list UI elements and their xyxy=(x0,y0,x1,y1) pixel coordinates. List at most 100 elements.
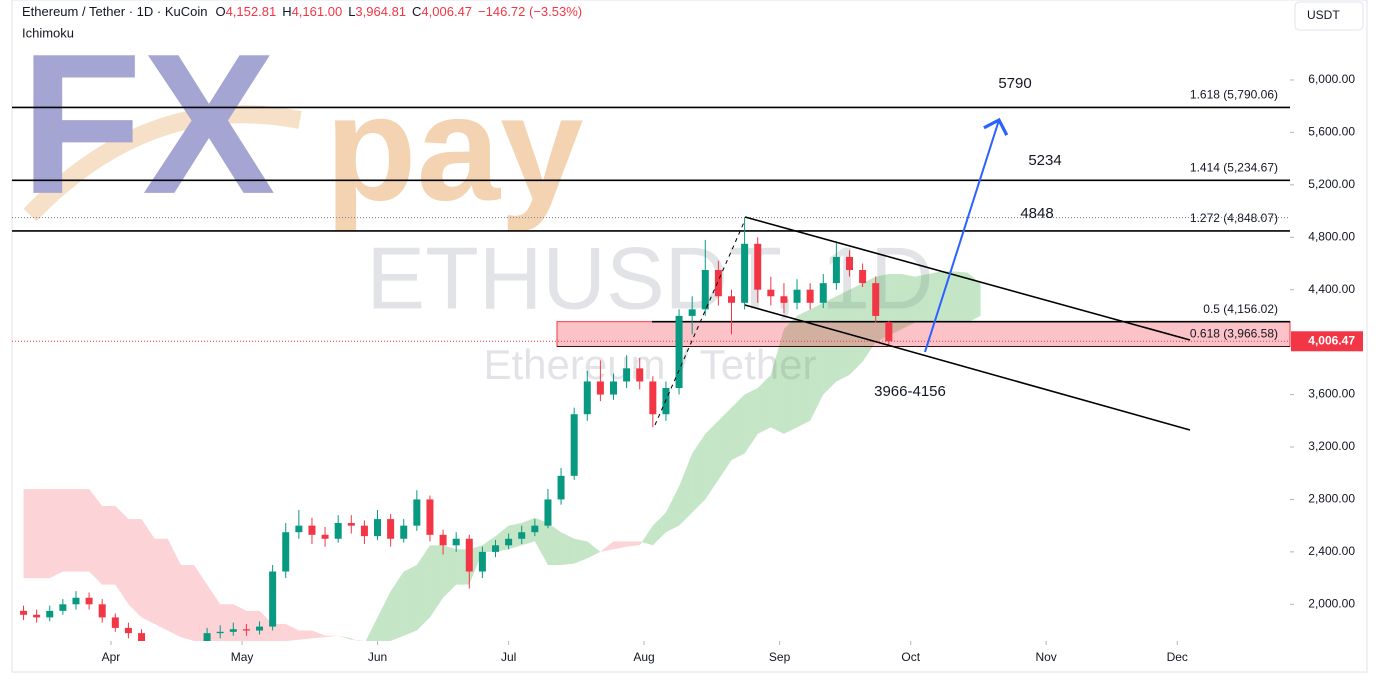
ohlc-value: 4,152.81 xyxy=(226,4,277,19)
ohlc-key: C xyxy=(412,4,421,19)
x-tick-label: Nov xyxy=(1035,650,1056,664)
candle-body xyxy=(885,322,893,342)
annotation: 5234 xyxy=(1028,152,1061,169)
candle-body xyxy=(59,604,67,611)
candle-body xyxy=(20,610,28,615)
cloud-segment xyxy=(89,488,103,585)
cloud-segment xyxy=(298,630,312,640)
cloud-segment xyxy=(429,545,444,618)
cloud-segment xyxy=(561,532,575,565)
y-tick-label: 6,000.00 xyxy=(1308,72,1355,86)
y-tick-label: 2,000.00 xyxy=(1308,596,1355,610)
candle-body xyxy=(347,523,355,526)
legend: Ethereum / Tether · 1D · KuCoin O4,152.81… xyxy=(22,4,582,19)
candle-body xyxy=(596,381,604,395)
candle-body xyxy=(85,597,93,605)
cloud-segment xyxy=(731,394,745,461)
y-tick-label: 2,800.00 xyxy=(1308,492,1355,506)
y-tick-label: 5,600.00 xyxy=(1308,125,1355,139)
candle-body xyxy=(531,525,539,533)
candle-body xyxy=(636,368,644,382)
cloud-segment xyxy=(915,273,929,323)
candle-body xyxy=(111,617,119,628)
cloud-segment xyxy=(403,564,417,636)
candle-body xyxy=(872,283,880,316)
candle-body xyxy=(492,545,500,552)
candle-body xyxy=(452,538,460,546)
candle-body xyxy=(124,627,132,634)
candle-body xyxy=(544,499,552,526)
ohlc-key: L xyxy=(348,4,355,19)
ohlc-value: 4,161.00 xyxy=(292,4,343,19)
cloud-segment xyxy=(390,571,404,641)
annotation: 4848 xyxy=(1020,205,1053,222)
candle-body xyxy=(701,270,709,310)
candle-body xyxy=(98,604,106,618)
cloud-segment xyxy=(967,272,981,323)
candle-body xyxy=(505,538,513,546)
cloud-segment xyxy=(639,525,653,546)
cloud-segment xyxy=(193,564,208,641)
x-tick-label: Sep xyxy=(769,650,791,664)
candle-body xyxy=(203,633,211,641)
candle-body xyxy=(557,475,565,500)
candle-body xyxy=(583,381,591,415)
price-tag xyxy=(1291,331,1363,352)
candle-body xyxy=(400,525,408,539)
cloud-segment xyxy=(167,538,181,638)
cloud-segment xyxy=(954,271,968,323)
cloud-segment xyxy=(364,617,378,641)
level-label: 1.414 (5,234.67) xyxy=(1190,160,1278,174)
cloud-segment xyxy=(207,584,221,641)
indicator-name: Ichimoku xyxy=(22,25,74,40)
price-tag-label: 4,006.47 xyxy=(1308,333,1355,347)
cloud-segment xyxy=(115,505,129,605)
x-tick-label: Jun xyxy=(368,650,387,664)
candle-body xyxy=(439,534,447,546)
cloud-segment xyxy=(233,604,247,641)
candle-body xyxy=(859,270,867,284)
candle-body xyxy=(688,309,696,316)
candle-body xyxy=(177,657,184,660)
currency[interactable]: USDT xyxy=(1307,8,1340,22)
candle-body xyxy=(649,381,657,415)
cloud-segment xyxy=(351,638,365,641)
cloud-segment xyxy=(849,283,863,375)
cloud-segment xyxy=(718,407,732,480)
cloud-segment xyxy=(692,433,706,513)
candle-body xyxy=(478,551,486,572)
candle-body xyxy=(282,532,290,572)
cloud-segment xyxy=(574,538,588,564)
candle-body xyxy=(360,525,368,537)
candle-body xyxy=(754,243,762,290)
candle-body xyxy=(675,315,683,389)
currency-button[interactable] xyxy=(1294,1,1364,31)
cloud-segment xyxy=(600,541,614,552)
x-tick-label: Oct xyxy=(901,650,920,664)
logo-fx: FX xyxy=(20,13,276,236)
candle-body xyxy=(413,499,421,526)
level-label: 0.618 (3,966.58) xyxy=(1190,327,1278,341)
symbol: Ethereum / Tether · 1D · KuCoin xyxy=(22,4,207,19)
cloud-segment xyxy=(547,523,562,565)
channel-upper xyxy=(744,216,1191,341)
candle-body xyxy=(256,626,264,631)
candle-body xyxy=(465,538,473,572)
x-tick-label: May xyxy=(231,650,254,664)
candle-body xyxy=(72,597,80,605)
candle-body xyxy=(832,256,840,284)
cloud-segment xyxy=(285,623,299,641)
y-tick-label: 4,800.00 xyxy=(1308,229,1355,243)
x-tick-label: Aug xyxy=(633,650,654,664)
cloud-segment xyxy=(770,329,784,434)
cloud-segment xyxy=(665,486,680,533)
candle-body xyxy=(610,381,618,395)
candle-body xyxy=(138,633,146,641)
cloud-segment xyxy=(338,635,352,640)
candle-body xyxy=(426,499,434,535)
cloud-segment xyxy=(836,289,850,382)
cloud-segment xyxy=(325,635,339,638)
cloud-segment xyxy=(744,388,758,454)
